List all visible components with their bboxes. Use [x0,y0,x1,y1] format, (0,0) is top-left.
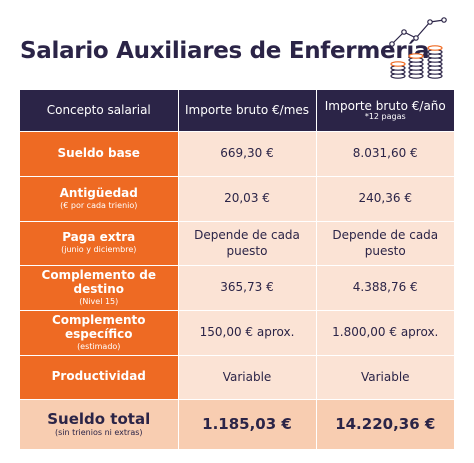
row-concept-label: Complemento de destino [41,267,156,296]
table-row: Complemento de destino (Nivel 15) 365,73… [20,265,454,311]
row-annual-value: 8.031,60 € [316,131,454,177]
total-monthly-value: 1.185,03 € [178,399,317,450]
row-concept-label: Sueldo base [57,145,140,160]
table-row: Productividad Variable Variable [20,355,454,400]
total-row: Sueldo total (sin trienios ni extras) 1.… [20,399,454,450]
table-row: Paga extra (junio y diciembre) Depende d… [20,221,454,266]
header-concept: Concepto salarial [20,90,179,132]
row-concept-label: Productividad [51,369,146,384]
row-monthly-value: 669,30 € [178,131,317,177]
row-annual-value: Depende de cada puesto [316,221,454,266]
row-monthly-value: 20,03 € [178,176,317,222]
row-concept: Sueldo base [20,131,179,177]
row-concept-note: (estimado) [77,341,121,351]
row-annual-value: 4.388,76 € [316,265,454,311]
coins-growth-chart-icon [389,17,447,79]
table-row: Antigüedad (€ por cada trienio) 20,03 € … [20,176,454,222]
row-annual-value: 1.800,00 € aprox. [316,310,454,356]
header-annual-note: *12 pagas [364,112,406,122]
total-concept-label: Sueldo total [47,409,151,428]
row-concept: Complemento específico (estimado) [20,310,179,356]
row-annual-value: Variable [316,355,454,400]
table-header-row: Concepto salarial Importe bruto €/mes Im… [20,90,454,132]
total-concept: Sueldo total (sin trienios ni extras) [20,399,179,450]
row-monthly-value: 365,73 € [178,265,317,311]
row-concept: Paga extra (junio y diciembre) [20,221,179,266]
row-monthly-value: Variable [178,355,317,400]
total-concept-note: (sin trienios ni extras) [54,427,143,437]
row-concept-note: (Nivel 15) [79,296,119,306]
row-concept-note: (junio y diciembre) [61,245,137,255]
row-monthly-value: 150,00 € aprox. [178,310,317,356]
row-concept: Complemento de destino (Nivel 15) [20,265,179,311]
header-annual-label: Importe bruto €/año [324,98,446,113]
header-annual: Importe bruto €/año *12 pagas [316,90,454,132]
row-concept: Antigüedad (€ por cada trienio) [20,176,179,222]
table-row: Sueldo base 669,30 € 8.031,60 € [20,131,454,177]
row-concept: Productividad [20,355,179,400]
row-concept-label: Antigüedad [59,185,138,200]
row-concept-label: Complemento específico [51,312,146,341]
total-annual-value: 14.220,36 € [316,399,454,450]
salary-table: Concepto salarial Importe bruto €/mes Im… [20,90,454,450]
row-concept-note: (€ por cada trienio) [60,200,138,210]
row-concept-label: Paga extra [62,230,136,245]
page-title: Salario Auxiliares de Enfermería [20,38,430,64]
header-monthly: Importe bruto €/mes [178,90,317,132]
row-annual-value: 240,36 € [316,176,454,222]
table-row: Complemento específico (estimado) 150,00… [20,310,454,356]
row-monthly-value: Depende de cada puesto [178,221,317,266]
